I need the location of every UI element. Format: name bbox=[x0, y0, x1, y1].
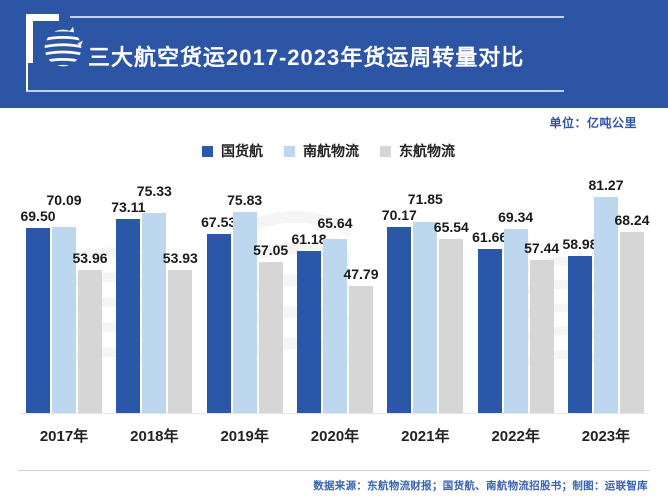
bar-value-label: 57.05 bbox=[253, 242, 289, 258]
bar-东航物流-2017年 bbox=[78, 270, 102, 413]
bar-南航物流-2023年 bbox=[593, 197, 618, 413]
bar-value-label: 47.79 bbox=[343, 266, 379, 282]
bar-东航物流-2022年 bbox=[529, 260, 554, 413]
bar-南航物流-2018年 bbox=[142, 213, 167, 413]
header-band: 三大航空货运2017-2023年货运周转量对比 bbox=[0, 0, 668, 108]
bar-value-label: 61.66 bbox=[472, 229, 508, 245]
bar-南航物流-2022年 bbox=[503, 229, 528, 413]
bar-value-label: 67.53 bbox=[201, 214, 237, 230]
bar-value-label: 65.64 bbox=[317, 215, 353, 231]
x-axis-label: 2020年 bbox=[310, 428, 360, 445]
x-axis-label: 2023年 bbox=[581, 428, 631, 445]
bar-chart-plot: 69.50 70.09 53.96 2017年 73.11 75.33 53.93 2018年… bbox=[20, 163, 649, 445]
bar-东航物流-2019年 bbox=[258, 262, 283, 413]
bar-东航物流-2020年 bbox=[348, 286, 373, 413]
legend-item-东航物流: 东航物流 bbox=[380, 141, 455, 161]
x-axis-line bbox=[20, 413, 648, 414]
bar-value-label: 73.11 bbox=[111, 199, 146, 215]
bar-value-label: 61.18 bbox=[291, 231, 327, 247]
legend-label: 国货航 bbox=[221, 143, 263, 159]
logo-bracket-left-thin bbox=[26, 63, 28, 91]
footer-divider bbox=[18, 470, 650, 471]
x-axis-label: 2017年 bbox=[39, 428, 89, 445]
bar-value-label: 69.34 bbox=[498, 209, 534, 225]
legend-label: 东航物流 bbox=[399, 143, 455, 159]
header-bottom-rule bbox=[26, 90, 564, 92]
bar-value-label: 69.50 bbox=[20, 208, 56, 224]
data-source-note: 数据来源：东航物流财报；国货航、南航物流招股书；制图：运联智库 bbox=[313, 480, 648, 492]
bar-value-label: 57.44 bbox=[524, 240, 560, 256]
bar-group-2022年: 61.66 69.34 57.44 2022年 bbox=[472, 163, 559, 445]
bar-国货航-2020年 bbox=[296, 251, 321, 413]
legend-swatch-icon bbox=[380, 145, 391, 157]
bar-value-label: 68.24 bbox=[614, 212, 650, 228]
x-axis-label: 2021年 bbox=[401, 428, 450, 445]
page-title: 三大航空货运2017-2023年货运周转量对比 bbox=[88, 45, 525, 70]
bar-value-label: 70.17 bbox=[381, 207, 417, 223]
bar-value-label: 75.33 bbox=[136, 183, 172, 199]
bar-南航物流-2021年 bbox=[413, 222, 438, 413]
bar-value-label: 65.54 bbox=[433, 219, 469, 235]
bar-东航物流-2023年 bbox=[619, 232, 644, 413]
bar-group-2018年: 73.11 75.33 53.93 2018年 bbox=[111, 163, 198, 445]
bar-南航物流-2020年 bbox=[322, 239, 347, 413]
bar-group-2020年: 61.18 65.64 47.79 2020年 bbox=[291, 163, 378, 445]
x-axis-label: 2018年 bbox=[130, 428, 179, 445]
bar-value-label: 53.93 bbox=[162, 250, 198, 266]
logo-bracket-left bbox=[26, 14, 33, 63]
bar-value-label: 53.96 bbox=[72, 250, 108, 266]
x-axis-label: 2019年 bbox=[220, 428, 269, 445]
bar-东航物流-2021年 bbox=[439, 239, 464, 413]
x-axis-label: 2022年 bbox=[491, 428, 540, 445]
bar-value-label: 70.09 bbox=[46, 192, 82, 208]
bar-group-2023年: 58.98 81.27 68.24 2023年 bbox=[562, 163, 649, 445]
bar-国货航-2017年 bbox=[26, 228, 50, 413]
bar-value-label: 58.98 bbox=[562, 236, 598, 252]
bar-value-label: 81.27 bbox=[588, 177, 624, 193]
swirl-globe-icon bbox=[44, 26, 84, 67]
bar-国货航-2023年 bbox=[567, 256, 592, 413]
legend-item-国货航: 国货航 bbox=[202, 141, 263, 161]
bar-value-label: 75.83 bbox=[227, 192, 263, 208]
logo-bracket-top bbox=[26, 14, 59, 21]
bar-东航物流-2018年 bbox=[168, 270, 193, 413]
header-top-rule bbox=[70, 16, 564, 18]
bar-group-2017年: 69.50 70.09 53.96 2017年 bbox=[20, 163, 107, 445]
legend-swatch-icon bbox=[202, 145, 213, 157]
legend-label: 南航物流 bbox=[303, 143, 359, 159]
legend-swatch-icon bbox=[284, 145, 295, 157]
bar-国货航-2018年 bbox=[116, 219, 141, 413]
bar-南航物流-2017年 bbox=[52, 227, 76, 413]
bar-国货航-2019年 bbox=[206, 234, 231, 413]
bar-南航物流-2019年 bbox=[232, 212, 257, 413]
bar-group-2021年: 70.17 71.85 65.54 2021年 bbox=[382, 163, 469, 445]
chart-legend: 国货航 南航物流 东航物流 bbox=[202, 141, 455, 161]
bar-value-label: 71.85 bbox=[407, 191, 443, 207]
unit-label: 单位：亿吨公里 bbox=[549, 116, 637, 130]
bar-国货航-2021年 bbox=[387, 227, 412, 413]
bar-国货航-2022年 bbox=[477, 249, 502, 413]
legend-item-南航物流: 南航物流 bbox=[284, 141, 359, 161]
bar-group-2019年: 67.53 75.83 57.05 2019年 bbox=[201, 163, 288, 445]
